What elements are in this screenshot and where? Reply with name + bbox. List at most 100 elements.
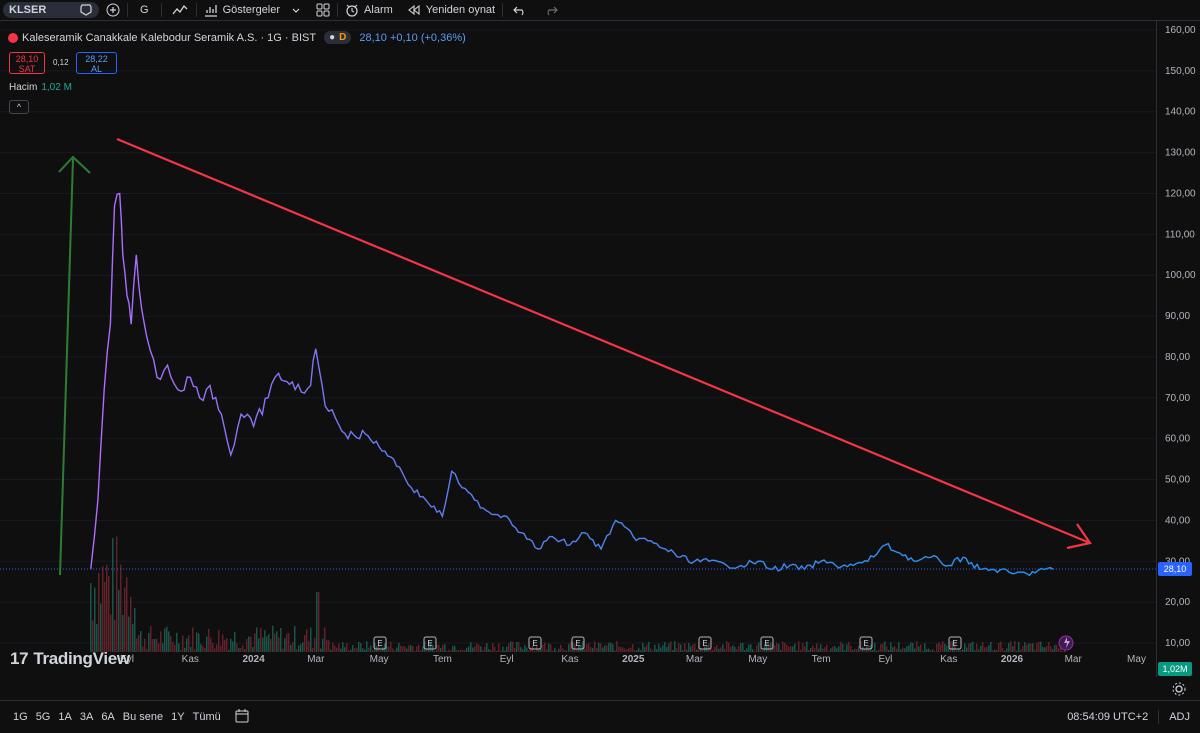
volume-bar — [400, 645, 402, 652]
buy-button[interactable]: 28,22 AL — [76, 52, 117, 74]
volume-bar — [946, 645, 948, 652]
interval-button[interactable]: G — [128, 0, 161, 20]
volume-bar — [300, 644, 302, 652]
y-tick-label: 150,00 — [1165, 66, 1196, 77]
range-button[interactable]: 3A — [79, 711, 94, 723]
earnings-icon[interactable]: E — [760, 636, 774, 650]
collapse-legend-button[interactable]: ^ — [9, 100, 29, 114]
volume-bar — [126, 577, 128, 652]
volume-bar — [292, 642, 294, 652]
volume-bar — [416, 646, 418, 652]
alarm-icon — [345, 3, 359, 17]
plus-icon — [106, 3, 120, 17]
range-button[interactable]: 1A — [58, 711, 72, 723]
volume-bar — [692, 644, 694, 652]
volume-bar — [338, 643, 340, 652]
range-button[interactable]: 1Y — [171, 711, 185, 723]
volume-bar — [582, 641, 584, 652]
range-button[interactable]: 5G — [35, 711, 51, 723]
volume-bar — [382, 647, 384, 652]
range-button[interactable]: Bu sene — [122, 711, 164, 723]
volume-bar — [976, 643, 978, 652]
volume-bar — [590, 647, 592, 652]
volume-bar — [316, 592, 318, 652]
layout-button[interactable] — [309, 0, 337, 20]
x-tick-label: Kas — [940, 654, 957, 665]
volume-bar — [440, 648, 442, 652]
range-button[interactable]: 6A — [101, 711, 115, 723]
volume-bar — [844, 650, 846, 652]
tradingview-logo-text: TradingView — [33, 649, 130, 668]
earnings-icon[interactable]: E — [948, 636, 962, 650]
price-axis-canvas[interactable]: 160,00 150,00 140,00 130,00 120,00 110,00 100,… — [1157, 21, 1200, 677]
earnings-icon[interactable]: E — [571, 636, 585, 650]
volume-bar — [1052, 649, 1054, 652]
y-tick-label: 120,00 — [1165, 188, 1196, 199]
volume-bar — [804, 646, 806, 652]
volume-bar — [438, 644, 440, 652]
chart-type-button[interactable] — [162, 0, 196, 20]
delay-badge[interactable]: ● D — [324, 31, 352, 44]
volume-bar — [178, 643, 180, 652]
calendar-icon[interactable] — [235, 708, 251, 726]
volume-bar — [904, 648, 906, 652]
earnings-icon[interactable]: E — [528, 636, 542, 650]
volume-bar — [112, 538, 114, 652]
volume-bar — [502, 646, 504, 652]
volume-bar — [506, 646, 508, 652]
indicators-button[interactable]: Göstergeler — [197, 0, 287, 20]
range-button[interactable]: Tümü — [192, 711, 221, 723]
volume-bar — [280, 627, 282, 652]
volume-bar — [892, 647, 894, 652]
volume-bar — [548, 643, 550, 652]
volume-bar — [798, 641, 800, 652]
compare-button[interactable] — [99, 0, 127, 20]
replay-button[interactable]: Yeniden oynat — [400, 0, 502, 20]
volume-bar — [146, 648, 148, 652]
volume-bar — [150, 626, 152, 652]
chart-canvas[interactable]: Eyl Kas 2024 Mar May Tem Eyl Kas 2025 Mar May Tem Ey… — [0, 21, 1156, 677]
volume-bar — [274, 633, 276, 652]
adj-toggle[interactable]: ADJ — [1169, 711, 1190, 723]
volume-bar — [468, 646, 470, 652]
symbol-search[interactable]: KLSER — [3, 2, 99, 18]
earnings-icon[interactable]: E — [423, 636, 437, 650]
range-button[interactable]: 1G — [13, 711, 28, 723]
volume-bar — [372, 649, 374, 652]
settings-icon[interactable] — [1172, 682, 1186, 701]
volume-bar — [776, 642, 778, 652]
earnings-icon[interactable]: E — [859, 636, 873, 650]
alarm-button[interactable]: Alarm — [338, 0, 400, 20]
sell-button[interactable]: 28,10 SAT — [9, 52, 45, 74]
earnings-icon[interactable]: E — [698, 636, 712, 650]
volume-bar — [556, 650, 558, 652]
last-price-tag: 28,10 — [1158, 562, 1192, 576]
earnings-icon[interactable]: E — [373, 636, 387, 650]
favorite-icon[interactable] — [79, 3, 93, 17]
clock-time[interactable]: 08:54:09 UTC+2 — [1067, 711, 1149, 723]
volume-bar — [100, 603, 102, 652]
volume-bar — [676, 648, 678, 652]
volume-bar — [410, 645, 412, 652]
chart-pane[interactable]: Eyl Kas 2024 Mar May Tem Eyl Kas 2025 Mar May Tem Ey… — [0, 21, 1156, 677]
volume-bar — [534, 650, 536, 652]
redo-button[interactable] — [537, 0, 565, 20]
undo-button[interactable] — [503, 0, 537, 20]
x-tick-label: Mar — [307, 654, 325, 665]
volume-bar — [160, 631, 162, 652]
volume-bar — [744, 650, 746, 652]
volume-bar — [546, 649, 548, 652]
volume-bar — [560, 644, 562, 652]
price-axis[interactable]: 160,00 150,00 140,00 130,00 120,00 110,00 100,… — [1156, 21, 1200, 677]
volume-bar — [216, 644, 218, 652]
templates-dropdown[interactable] — [287, 0, 309, 20]
volume-bar — [930, 650, 932, 652]
x-tick-label: May — [1127, 654, 1146, 665]
dividend-icon[interactable] — [1058, 635, 1074, 651]
tradingview-logo[interactable]: 17 TradingView — [10, 649, 130, 669]
y-tick-label: 100,00 — [1165, 270, 1196, 281]
volume-bar — [94, 587, 96, 652]
volume-bar — [1036, 643, 1038, 652]
volume-bar — [618, 646, 620, 652]
top-toolbar: KLSER G Göstergeler — [0, 0, 1200, 21]
